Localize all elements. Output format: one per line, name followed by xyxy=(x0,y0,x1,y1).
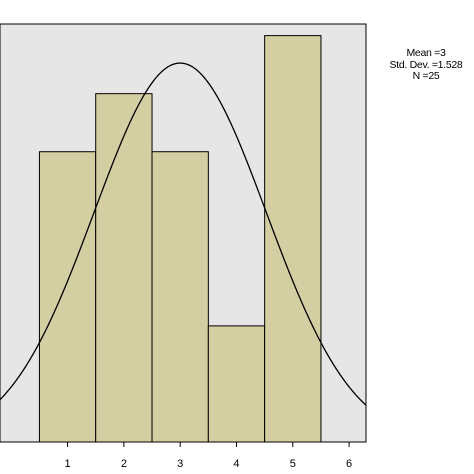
normal-curve xyxy=(0,62,367,406)
x-tick-label: 3 xyxy=(177,458,183,470)
histogram-bar xyxy=(264,35,322,443)
x-tick-label: 4 xyxy=(233,458,239,470)
histogram-bar xyxy=(207,325,266,443)
mean-label: Mean =3 xyxy=(406,47,446,59)
std-dev-label: Std. Dev. =1.528 xyxy=(389,58,463,71)
x-tick-label: 5 xyxy=(290,458,296,470)
stats-legend: Mean =3 Std. Dev. =1.528 N =25 xyxy=(378,47,474,83)
n-label: N =25 xyxy=(412,70,440,82)
x-tick-label: 2 xyxy=(121,458,127,470)
x-tick-label: 1 xyxy=(65,458,71,470)
histogram-bar xyxy=(38,151,97,443)
x-tick-label: 6 xyxy=(346,458,352,470)
histogram-bar xyxy=(95,93,153,443)
histogram-bar xyxy=(151,151,209,443)
x-axis-ticks: 1 2 3 4 5 6 xyxy=(65,442,352,470)
